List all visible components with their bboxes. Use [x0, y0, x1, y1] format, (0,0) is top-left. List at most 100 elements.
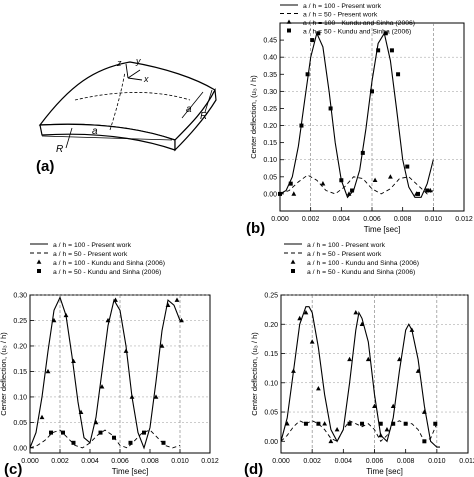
x-tick-label: 0.012	[459, 458, 474, 465]
y-tick-label: 0.10	[263, 157, 277, 164]
triangle-marker	[397, 356, 402, 362]
square-marker	[310, 38, 315, 43]
y-tick-label: 0.15	[13, 369, 27, 376]
x-axis-label: Time [sec]	[364, 225, 401, 234]
triangle-marker	[99, 384, 105, 389]
triangle-marker	[365, 356, 371, 362]
legend: a / h = 100 - Present work a / h = 50 - P…	[30, 242, 165, 276]
series-line-dashed	[280, 174, 434, 195]
x-tick-label: 0.004	[335, 458, 353, 465]
legend-swatch-square	[287, 28, 291, 33]
square-marker	[383, 31, 388, 36]
triangle-marker	[415, 368, 421, 373]
y-tick-label: 0.05	[13, 420, 27, 427]
x-tick-label: 0.000	[272, 458, 290, 465]
legend-label: a / h = 50 - Present work	[307, 251, 382, 258]
square-marker	[299, 123, 304, 128]
square-marker	[433, 421, 438, 426]
triangle-marker	[105, 317, 111, 323]
y-tick-label: 0.00	[263, 191, 277, 198]
triangle-marker	[316, 386, 321, 391]
triangle-marker	[284, 421, 290, 426]
triangle-marker	[39, 414, 45, 420]
square-marker	[403, 421, 408, 426]
y-tick-label: 0.20	[13, 343, 27, 350]
triangle-marker	[409, 327, 415, 332]
series-line-solid	[30, 296, 181, 450]
square-marker	[396, 72, 401, 77]
triangle-marker	[328, 438, 334, 444]
x-axis-label: Time [sec]	[366, 467, 403, 476]
legend-swatch-triangle	[286, 19, 292, 24]
triangle-marker	[45, 368, 51, 374]
y-axis-label: y	[135, 56, 141, 66]
square-marker	[360, 421, 365, 426]
shell-schematic: z y x a R a R	[38, 56, 217, 155]
triangle-marker	[179, 317, 184, 323]
legend: a / h = 100 - Present work a / h = 50 - P…	[280, 3, 415, 36]
x-tick-label: 0.012	[455, 216, 473, 223]
triangle-marker	[347, 356, 352, 362]
y-tick-label: 0.20	[263, 123, 277, 130]
side-radius-label: R	[200, 111, 207, 122]
square-marker	[422, 439, 427, 444]
shell-side-face	[174, 87, 217, 152]
bottom-dimension-line	[41, 135, 173, 141]
legend-label: a / h = 50 - Kundu and Sinha (2006)	[303, 29, 411, 36]
triangle-marker	[291, 191, 297, 196]
triangle-marker	[159, 343, 165, 348]
square-marker	[112, 435, 116, 440]
square-marker	[303, 421, 308, 426]
triangle-marker	[346, 191, 352, 196]
legend-swatch-triangle	[36, 259, 42, 264]
y-tick-label: 0.15	[264, 351, 278, 358]
y-tick-label: 0.45	[263, 38, 277, 45]
legend-label: a / h = 50 - Kundu and Sinha (2006)	[53, 269, 161, 276]
square-marker	[316, 421, 321, 426]
triangle-marker	[303, 309, 309, 315]
chart-c: 0.000 0.002 0.004 0.006 0.008 0.010 0.012 0.00 0…	[0, 242, 219, 477]
legend-label: a / h = 100 - Present work	[303, 3, 382, 10]
legend-label: a / h = 50 - Kundu and Sinha (2006)	[307, 269, 415, 276]
x-tick-label: 0.000	[271, 216, 289, 223]
bottom-radius-label: R	[56, 144, 63, 155]
square-marker	[288, 181, 293, 186]
x-tick-label: 0.004	[333, 216, 351, 223]
square-marker	[305, 72, 310, 77]
y-tick-label: 0.25	[13, 318, 27, 325]
triangle-marker	[359, 321, 365, 327]
square-marker	[376, 48, 381, 53]
y-tick-label: 0.25	[263, 106, 277, 113]
y-tick-label: 0.30	[263, 89, 277, 96]
triangle-marker	[309, 339, 315, 344]
shell-centerline-1	[74, 92, 191, 101]
square-marker	[71, 440, 76, 445]
side-dimension-line	[181, 91, 204, 119]
legend-swatch-square	[37, 269, 41, 273]
square-marker	[339, 178, 344, 183]
z-axis-arrow	[125, 63, 129, 79]
square-marker	[61, 430, 65, 435]
square-marker	[360, 150, 365, 155]
y-tick-label: 0.30	[13, 293, 27, 300]
x-tick-label: 0.008	[397, 458, 415, 465]
series-line-dashed	[30, 429, 181, 449]
legend-label: a / h = 100 - Present work	[307, 242, 386, 249]
x-tick-label: 0.010	[428, 458, 446, 465]
y-tick-label: 0.35	[263, 72, 277, 79]
y-axis-label: Center deflection, (u₃ / h)	[0, 332, 8, 416]
triangle-marker	[93, 419, 99, 425]
square-marker	[316, 31, 321, 36]
legend-label: a / h = 100 - Present work	[53, 242, 132, 249]
legend-swatch-triangle	[290, 259, 296, 264]
y-tick-label: 0.10	[264, 380, 278, 387]
legend-label: a / h = 100 - Kundu and Sinha (2006)	[307, 260, 419, 267]
triangle-marker	[165, 302, 171, 307]
triangle-marker	[372, 177, 378, 183]
square-marker	[378, 421, 383, 426]
y-tick-label: 0.00	[13, 445, 27, 452]
y-axis-arrow	[127, 69, 141, 79]
x-axis-arrow	[127, 77, 143, 81]
x-tick-label: 0.006	[363, 216, 381, 223]
y-tick-label: 0.15	[263, 140, 277, 147]
